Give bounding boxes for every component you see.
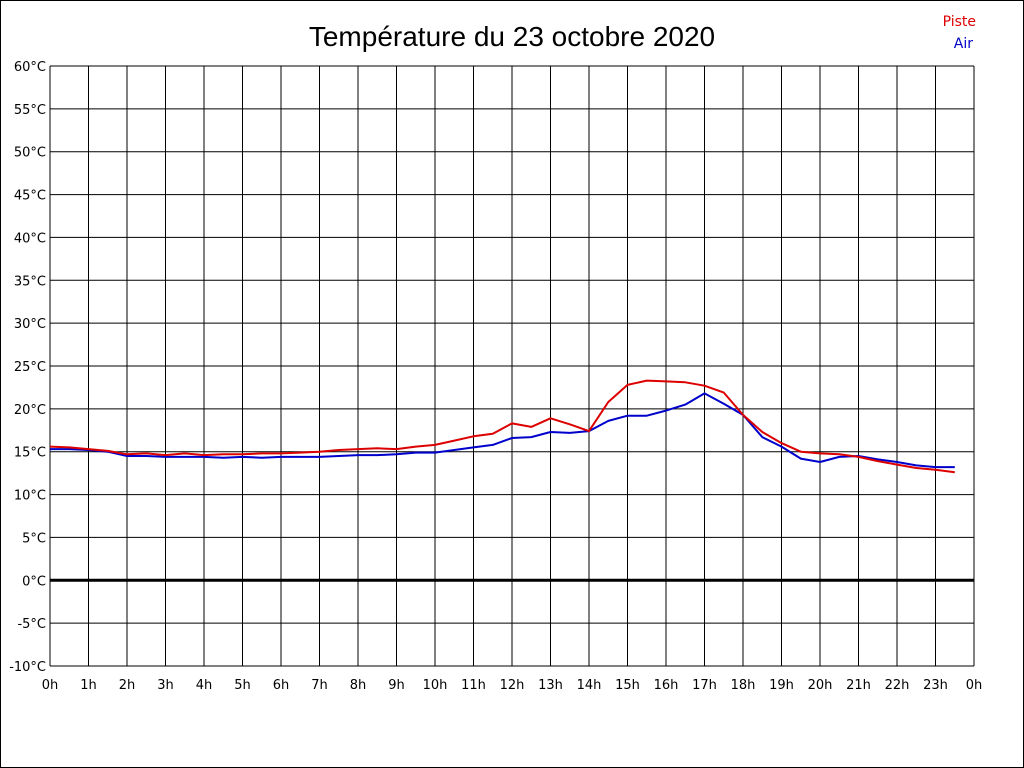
series-line-piste <box>49 379 955 474</box>
y-tick-label: 55°C <box>14 103 46 118</box>
x-tick-label: 6h <box>273 678 290 693</box>
x-tick-label: 17h <box>692 678 717 693</box>
x-tick-label: 12h <box>500 678 525 693</box>
chart-title: Température du 23 octobre 2020 <box>309 21 715 52</box>
y-tick-label: 20°C <box>14 403 46 418</box>
x-tick-label: 8h <box>350 678 367 693</box>
series-layer <box>49 379 955 474</box>
x-tick-label: 18h <box>731 678 756 693</box>
x-tick-label: 9h <box>388 678 405 693</box>
y-tick-label: 0°C <box>22 574 46 589</box>
y-tick-label: 50°C <box>14 146 46 161</box>
y-tick-label: -5°C <box>17 617 46 632</box>
x-tick-label: 4h <box>196 678 213 693</box>
y-tick-label: 25°C <box>14 360 46 375</box>
y-tick-label: 5°C <box>22 531 46 546</box>
x-tick-label: 0h <box>42 678 59 693</box>
y-tick-label: 15°C <box>14 446 46 461</box>
y-tick-label: 45°C <box>14 189 46 204</box>
y-axis-tick-labels: -10°C -5°C 0°C 5°C 10°C 15°C 20°C 25°C 30°C 35°C 4… <box>9 60 46 675</box>
x-tick-label: 15h <box>615 678 640 693</box>
x-tick-label: 7h <box>311 678 328 693</box>
grid-lines <box>49 65 975 667</box>
y-tick-label: 10°C <box>14 489 46 504</box>
y-tick-label: 40°C <box>14 231 46 246</box>
y-tick-label: 30°C <box>14 317 46 332</box>
x-axis-tick-labels: 0h 1h 2h 3h 4h 5h 6h 7h 8h 9h 10h 11h 12h 13h 14h 15h 16… <box>42 678 983 693</box>
x-tick-label: 1h <box>80 678 97 693</box>
x-tick-label: 20h <box>808 678 833 693</box>
x-tick-label: 3h <box>157 678 174 693</box>
x-tick-label: 16h <box>654 678 679 693</box>
x-tick-label: 23h <box>923 678 948 693</box>
legend-piste: Piste <box>943 14 976 30</box>
x-tick-label: 14h <box>577 678 602 693</box>
y-tick-label: 60°C <box>14 60 46 75</box>
x-tick-label: 19h <box>769 678 794 693</box>
legend-air: Air <box>954 36 973 52</box>
series-line-air <box>50 392 955 469</box>
x-tick-label: 22h <box>885 678 910 693</box>
x-tick-label: 13h <box>538 678 563 693</box>
y-tick-label: -10°C <box>9 660 46 675</box>
x-tick-label: 11h <box>461 678 486 693</box>
x-tick-label: 5h <box>234 678 251 693</box>
x-tick-label: 0h <box>966 678 983 693</box>
x-tick-label: 10h <box>423 678 448 693</box>
y-tick-label: 35°C <box>14 274 46 289</box>
x-tick-label: 2h <box>119 678 136 693</box>
x-tick-label: 21h <box>846 678 871 693</box>
